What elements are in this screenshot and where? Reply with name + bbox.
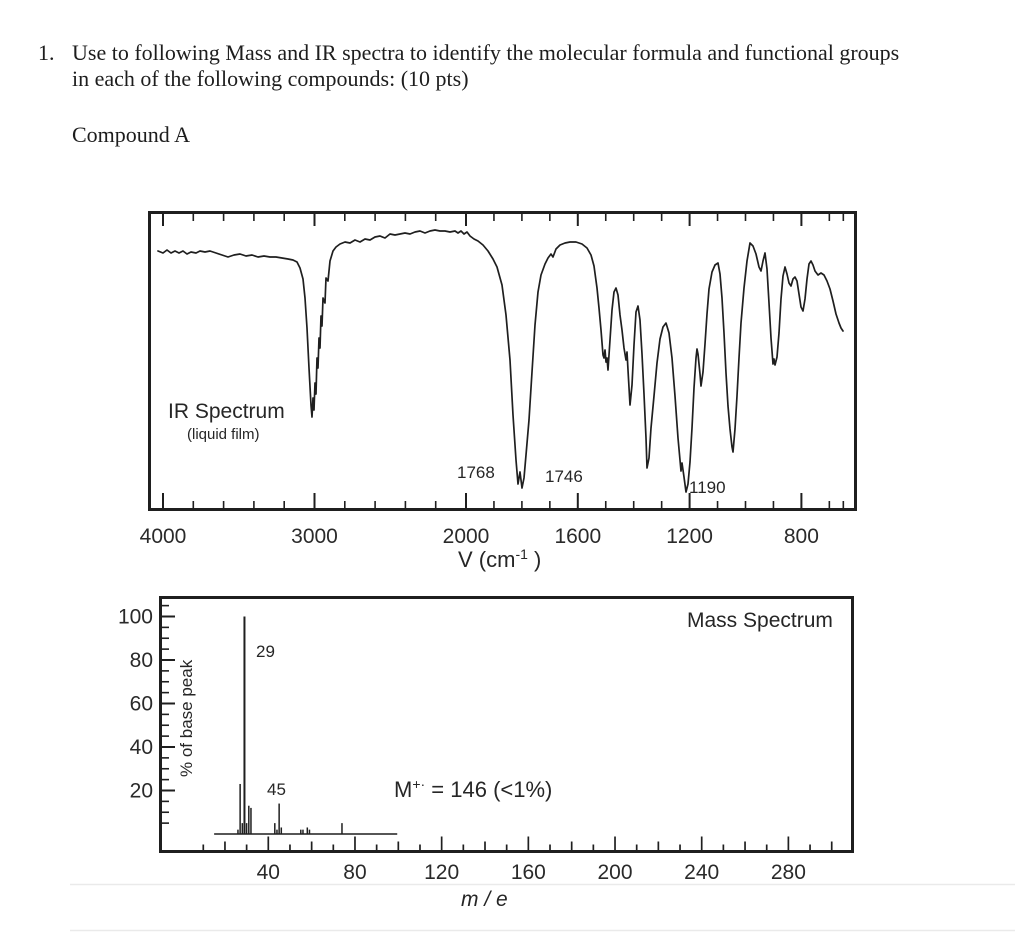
question-text: Use to following Mass and IR spectra to … [72, 40, 987, 92]
question-line-1: Use to following Mass and IR spectra to … [72, 40, 900, 65]
ir-peak-annotation-1190: 1190 [689, 478, 726, 497]
ms-x-tick-label: 80 [343, 861, 366, 884]
ir-x-tick-label: 3000 [291, 525, 338, 548]
ms-molecular-ion-annotation: M+· = 146 (<1%) [394, 776, 553, 803]
ir-x-tick-label: 4000 [140, 525, 187, 548]
ms-mion-rest: = 146 (<1%) [425, 777, 553, 802]
compound-label: Compound A [72, 122, 190, 147]
ir-spectrum-plot: 4000 3000 2000 1600 1200 800 [140, 211, 857, 548]
ms-peak45-label: 45 [267, 780, 286, 799]
ms-y-tick-label: 100 [118, 606, 153, 629]
ms-y-tick-label: 20 [130, 780, 153, 803]
ir-x-axis-label-exponent: -1 [515, 546, 528, 562]
ir-x-axis-label-base: V (cm [458, 547, 516, 572]
ms-x-tick-label: 280 [771, 861, 806, 884]
ir-x-axis-label: V (cm-1 ) [458, 546, 542, 573]
question-block: 1. Use to following Mass and IR spectra … [38, 40, 987, 92]
ms-x-tick-label: 200 [597, 861, 632, 884]
ir-x-tick-label: 1600 [554, 525, 601, 548]
ir-peak-annotation-1768: 1768 [457, 463, 495, 482]
ir-transmittance-trace [157, 229, 844, 493]
ms-y-axis-label: % of base peak [177, 659, 196, 777]
ms-mion-base: M [394, 777, 413, 802]
ir-x-tick-label: 1200 [666, 525, 713, 548]
question-line-2: in each of the following compounds: (10 … [72, 66, 469, 91]
ir-plot-border [148, 211, 857, 511]
ms-y-tick-label: 80 [130, 649, 153, 672]
ms-x-tick-label: 40 [257, 861, 280, 884]
ms-x-tick-label: 240 [684, 861, 719, 884]
question-number: 1. [38, 40, 55, 65]
ms-y-tick-label: 60 [130, 693, 153, 716]
ir-x-axis-label-close: ) [527, 547, 542, 572]
ir-peak-annotation-1746: 1746 [545, 467, 583, 486]
ms-base-peak-label: 29 [256, 642, 275, 661]
ms-plot-title: Mass Spectrum [687, 609, 833, 632]
ms-mion-sup: +· [412, 776, 426, 792]
ms-x-tick-label: 160 [511, 861, 546, 884]
ir-plot-subtitle: (liquid film) [187, 426, 260, 443]
ms-y-tick-label: 40 [130, 736, 153, 759]
ms-x-axis-label: m / e [461, 888, 508, 911]
ir-x-tick-label: 2000 [443, 525, 490, 548]
ms-plot-border [159, 596, 854, 853]
mass-spectrum-plot: 100 80 60 40 20 40 80 120 160 200 240 280 [118, 596, 854, 884]
ir-x-tick-label: 800 [784, 525, 819, 548]
ir-plot-title: IR Spectrum [168, 400, 285, 423]
ms-x-tick-label: 120 [424, 861, 459, 884]
